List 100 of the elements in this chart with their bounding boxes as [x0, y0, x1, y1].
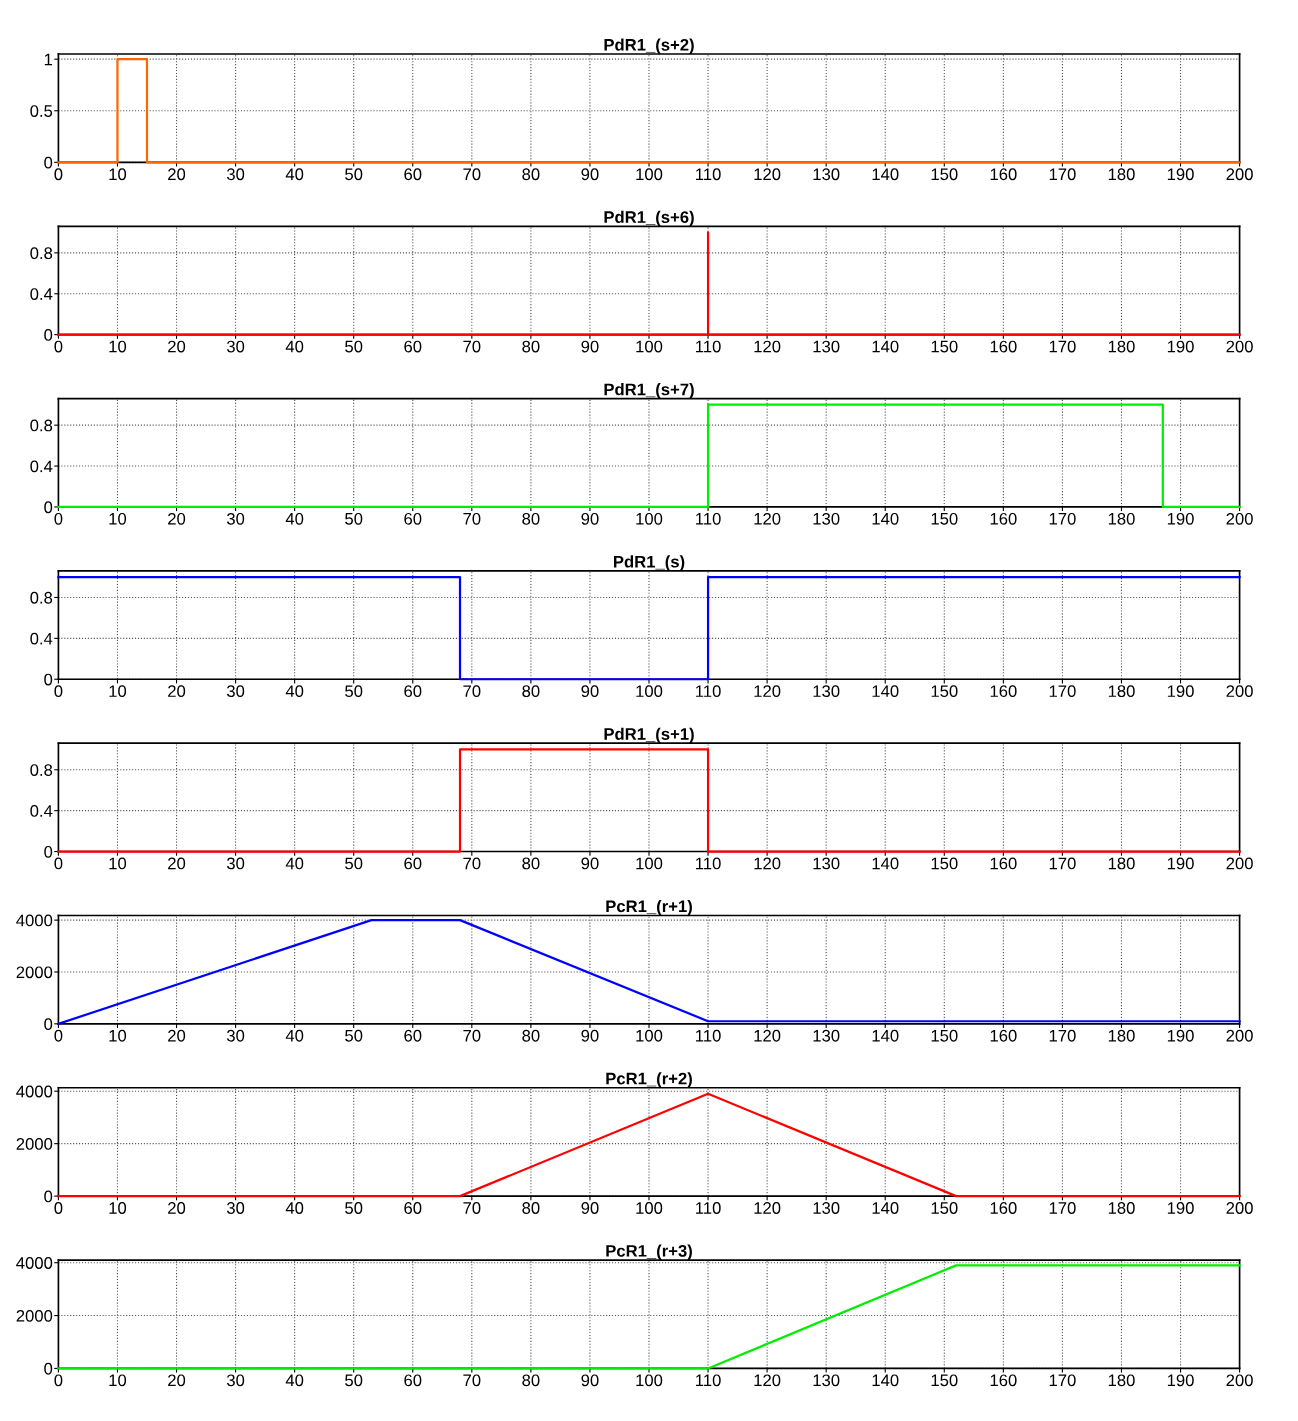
- x-tick-label: 140: [872, 1374, 899, 1387]
- x-tick-label: 20: [168, 857, 186, 870]
- y-tick-label: 0.4: [30, 460, 53, 473]
- y-tick-label: 0.8: [30, 764, 53, 776]
- x-tick-label: 70: [463, 168, 481, 181]
- x-tick-label: 150: [931, 168, 958, 181]
- y-tick-label: 0.4: [30, 805, 53, 817]
- x-tick-label: 90: [581, 1029, 599, 1042]
- chart-title: PdR1_(s): [614, 555, 685, 571]
- x-tick-label: 20: [168, 168, 186, 181]
- y-tick-label: 0: [44, 1018, 53, 1031]
- x-tick-label: 90: [581, 685, 599, 698]
- x-tick-label: 20: [168, 1029, 186, 1042]
- y-tick-label: 0: [44, 1190, 53, 1203]
- x-tick-label: 170: [1049, 857, 1076, 870]
- x-tick-label: 150: [931, 512, 958, 525]
- x-tick-label: 120: [754, 1374, 781, 1387]
- x-tick-label: 10: [109, 340, 127, 353]
- x-tick-label: 80: [522, 857, 540, 870]
- x-tick-label: 130: [813, 1374, 840, 1387]
- x-tick-label: 100: [636, 1202, 663, 1214]
- x-tick-label: 60: [404, 1374, 422, 1387]
- x-tick-label: 40: [285, 1202, 304, 1214]
- x-tick-label: 80: [522, 168, 540, 181]
- x-tick-label: 90: [581, 340, 599, 353]
- x-tick-label: 190: [1167, 685, 1194, 698]
- chart-title: PdR1_(s+6): [604, 210, 694, 227]
- y-tick-label: 0: [44, 501, 53, 514]
- x-tick-label: 200: [1226, 1029, 1253, 1042]
- x-tick-label: 160: [990, 685, 1017, 698]
- x-tick-label: 180: [1108, 168, 1135, 181]
- x-tick-label: 200: [1226, 1202, 1253, 1214]
- x-tick-label: 30: [226, 857, 245, 870]
- x-tick-label: 70: [463, 512, 481, 525]
- x-tick-label: 120: [754, 857, 781, 870]
- x-tick-label: 70: [463, 857, 481, 870]
- x-tick-label: 160: [990, 340, 1017, 353]
- x-tick-label: 30: [226, 1374, 245, 1387]
- x-tick-label: 170: [1049, 685, 1076, 698]
- x-tick-label: 40: [285, 1029, 304, 1042]
- x-tick-label: 140: [872, 685, 899, 698]
- x-tick-label: 0: [54, 512, 63, 525]
- x-tick-label: 40: [285, 512, 304, 525]
- x-tick-label: 130: [813, 340, 840, 353]
- x-tick-label: 30: [226, 168, 245, 181]
- x-tick-label: 60: [404, 857, 422, 870]
- x-tick-label: 100: [636, 512, 663, 525]
- x-tick-label: 140: [872, 168, 899, 181]
- x-tick-label: 30: [226, 512, 245, 525]
- x-tick-label: 110: [696, 1202, 721, 1214]
- x-tick-label: 50: [345, 1202, 363, 1214]
- x-tick-label: 180: [1108, 857, 1135, 870]
- x-tick-label: 30: [226, 340, 245, 353]
- chart-title: PcR1_(r+1): [606, 899, 692, 916]
- x-tick-label: 70: [463, 1374, 481, 1387]
- x-tick-label: 150: [931, 685, 958, 698]
- chart-title: PdR1_(s+1): [604, 727, 694, 744]
- y-tick-label: 0: [44, 673, 53, 686]
- x-tick-label: 110: [696, 1029, 721, 1042]
- x-tick-label: 100: [636, 340, 663, 353]
- x-tick-label: 130: [813, 168, 840, 181]
- x-tick-label: 110: [696, 168, 721, 181]
- x-tick-label: 80: [522, 685, 540, 698]
- x-tick-label: 200: [1226, 1374, 1253, 1387]
- x-tick-label: 110: [696, 512, 721, 525]
- x-tick-label: 60: [404, 512, 422, 525]
- x-tick-label: 190: [1167, 1374, 1194, 1387]
- x-tick-label: 140: [872, 340, 899, 353]
- x-tick-label: 0: [54, 1374, 63, 1387]
- x-tick-label: 110: [696, 857, 721, 870]
- x-tick-label: 150: [931, 1029, 958, 1042]
- x-tick-label: 170: [1049, 340, 1076, 353]
- x-tick-label: 130: [813, 1029, 840, 1042]
- x-tick-label: 180: [1108, 512, 1135, 525]
- x-tick-label: 20: [168, 1202, 186, 1214]
- x-tick-label: 160: [990, 857, 1017, 870]
- x-tick-label: 200: [1226, 168, 1253, 181]
- x-tick-label: 10: [109, 857, 127, 870]
- x-tick-label: 100: [636, 685, 663, 698]
- x-tick-label: 100: [636, 1029, 663, 1042]
- x-tick-label: 50: [345, 512, 363, 525]
- x-tick-label: 50: [345, 168, 363, 181]
- x-tick-label: 60: [404, 685, 422, 698]
- x-tick-label: 100: [636, 168, 663, 181]
- x-tick-label: 130: [813, 685, 840, 698]
- y-tick-label: 4000: [16, 914, 53, 927]
- x-tick-label: 120: [754, 1029, 781, 1042]
- x-tick-label: 180: [1108, 1202, 1135, 1214]
- x-tick-label: 180: [1108, 685, 1135, 698]
- x-tick-label: 0: [54, 1029, 63, 1042]
- x-tick-label: 120: [754, 340, 781, 353]
- x-tick-label: 40: [285, 857, 304, 870]
- x-tick-label: 160: [990, 1029, 1017, 1042]
- x-tick-label: 50: [345, 685, 363, 698]
- x-tick-label: 170: [1049, 168, 1076, 181]
- x-tick-label: 110: [696, 340, 721, 353]
- x-tick-label: 100: [636, 1374, 663, 1387]
- x-tick-label: 130: [813, 1202, 840, 1214]
- x-tick-label: 200: [1226, 857, 1253, 870]
- x-tick-label: 140: [872, 857, 899, 870]
